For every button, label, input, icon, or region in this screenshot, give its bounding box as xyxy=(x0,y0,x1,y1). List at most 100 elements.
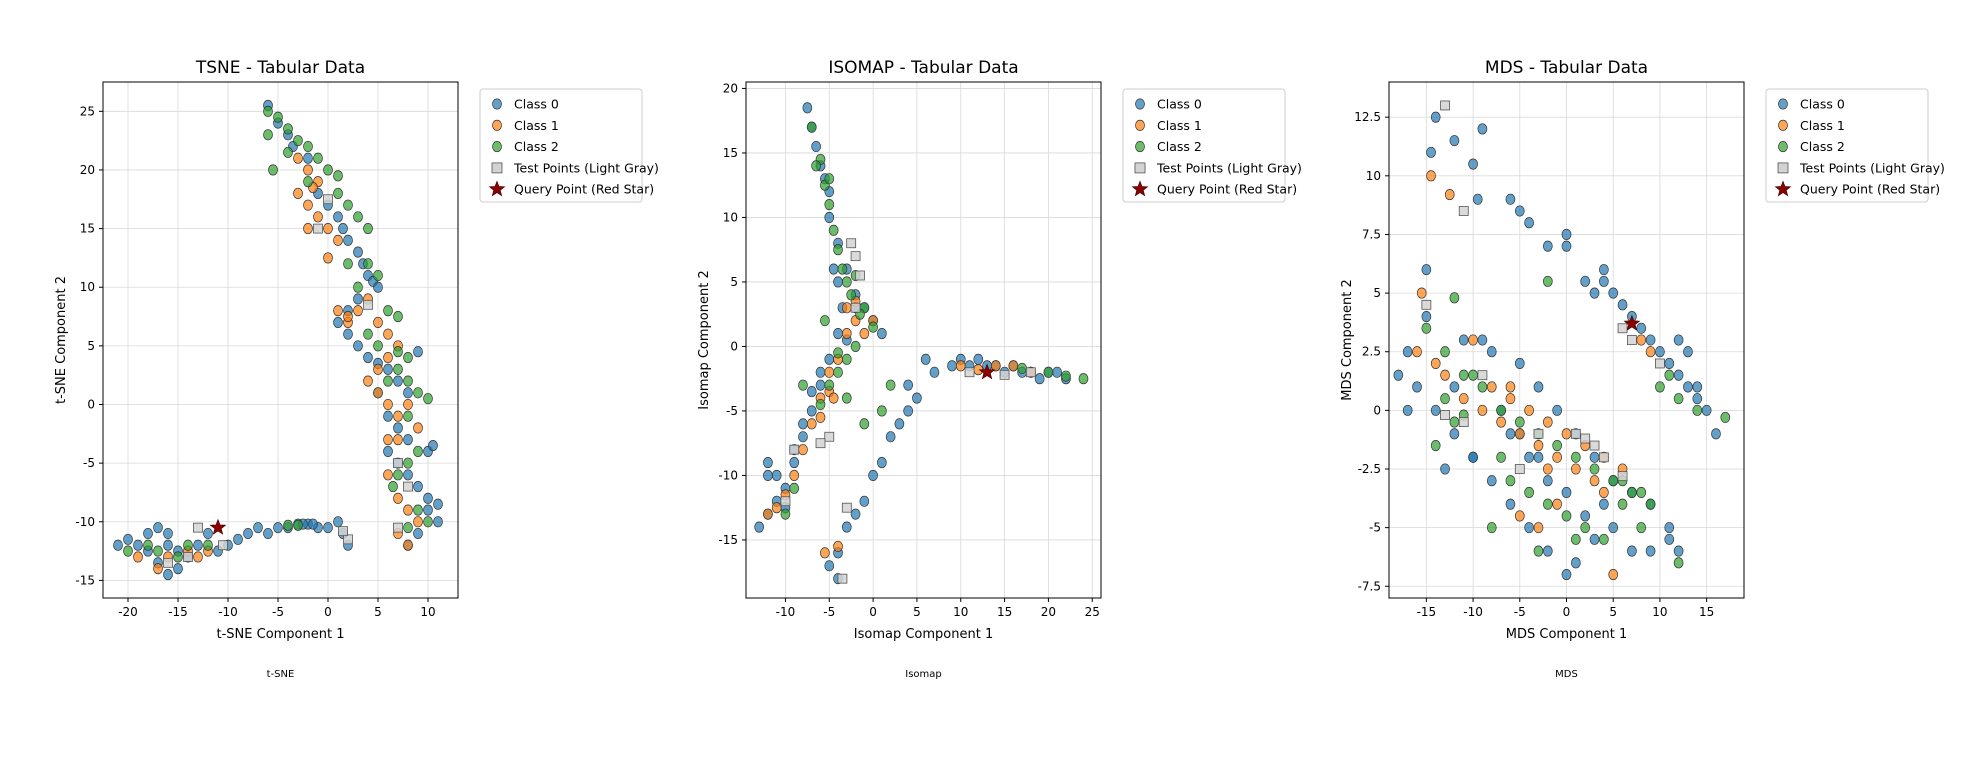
point-class-0 xyxy=(423,504,433,516)
point-class-2 xyxy=(868,321,878,333)
point-class-1 xyxy=(990,360,1001,372)
chart-caption: Isomap xyxy=(905,669,942,680)
point-class-2 xyxy=(1078,373,1089,385)
point-class-1 xyxy=(363,375,373,387)
point-class-0 xyxy=(1542,475,1553,487)
point-class-0 xyxy=(338,223,348,235)
legend-label: Query Point (Red Star) xyxy=(1800,182,1940,197)
x-tick-label: -10 xyxy=(218,605,238,619)
point-class-0 xyxy=(1580,510,1591,522)
y-tick-label: -15 xyxy=(75,573,95,587)
point-class-1 xyxy=(820,547,830,559)
point-class-2 xyxy=(383,375,393,387)
legend-label: Test Points (Light Gray) xyxy=(1156,160,1302,175)
point-class-2 xyxy=(850,340,861,352)
point-class-0 xyxy=(811,140,821,153)
point-class-1 xyxy=(313,211,323,223)
point-class-2 xyxy=(1673,557,1684,569)
y-tick-label: 5 xyxy=(87,339,95,353)
point-class-0 xyxy=(433,498,443,510)
point-class-2 xyxy=(363,328,373,340)
point-class-0 xyxy=(343,234,353,246)
y-tick-label: -7.5 xyxy=(1358,579,1381,593)
point-class-1 xyxy=(333,305,343,317)
point-class-1 xyxy=(833,540,843,552)
x-tick-label: 10 xyxy=(420,605,435,619)
y-tick-label: 7.5 xyxy=(1362,227,1381,241)
point-class-0 xyxy=(343,328,353,340)
point-class-1 xyxy=(763,508,773,520)
point-class-0 xyxy=(1589,287,1600,299)
point-class-1 xyxy=(1533,522,1544,534)
legend-marker-star xyxy=(1131,180,1149,197)
legend-marker-circle xyxy=(492,119,502,131)
test-point xyxy=(163,557,173,568)
point-class-0 xyxy=(1458,334,1469,346)
point-class-2 xyxy=(789,482,800,494)
test-point xyxy=(1617,471,1628,481)
y-tick-label: 5 xyxy=(1373,286,1381,300)
test-point xyxy=(1458,206,1469,216)
legend-label: Query Point (Red Star) xyxy=(1157,182,1297,197)
point-class-2 xyxy=(806,121,817,133)
point-class-0 xyxy=(1477,334,1488,346)
point-class-0 xyxy=(815,379,826,391)
point-class-0 xyxy=(383,410,393,422)
point-class-1 xyxy=(1533,439,1544,452)
point-class-0 xyxy=(273,522,283,534)
test-point xyxy=(1514,464,1525,474)
x-axis-label: t-SNE Component 1 xyxy=(217,627,345,642)
test-point xyxy=(183,552,193,562)
point-class-2 xyxy=(1570,451,1581,463)
point-class-1 xyxy=(413,422,423,434)
point-class-2 xyxy=(1449,416,1460,428)
point-class-2 xyxy=(824,199,835,211)
point-class-0 xyxy=(859,495,870,507)
point-class-0 xyxy=(403,469,413,481)
point-class-1 xyxy=(153,563,163,575)
point-class-2 xyxy=(363,258,373,270)
point-class-1 xyxy=(393,492,403,504)
point-class-0 xyxy=(353,293,363,305)
legend-label: Class 2 xyxy=(1157,139,1202,154)
y-tick-label: 10 xyxy=(1366,169,1381,183)
point-class-0 xyxy=(143,527,153,540)
point-class-2 xyxy=(403,352,413,364)
point-class-2 xyxy=(303,176,313,188)
y-tick-label: 0 xyxy=(87,398,95,412)
point-class-1 xyxy=(1636,334,1647,346)
point-class-2 xyxy=(403,522,413,534)
point-class-2 xyxy=(1458,369,1469,381)
y-tick-label: 20 xyxy=(80,163,95,177)
point-class-1 xyxy=(1561,428,1572,440)
point-class-0 xyxy=(885,431,896,443)
point-class-0 xyxy=(798,418,808,430)
point-class-0 xyxy=(754,521,764,533)
point-class-0 xyxy=(353,246,363,258)
scatter-points xyxy=(113,99,443,581)
point-class-2 xyxy=(1655,381,1665,393)
point-class-0 xyxy=(153,522,163,534)
point-class-0 xyxy=(243,527,253,540)
point-class-0 xyxy=(1701,404,1712,416)
y-tick-label: 15 xyxy=(80,222,95,236)
point-class-2 xyxy=(393,310,403,323)
point-class-0 xyxy=(403,387,413,399)
chart-title: TSNE - Tabular Data xyxy=(195,58,365,78)
point-class-0 xyxy=(1589,451,1600,463)
point-class-0 xyxy=(1430,111,1441,123)
point-class-1 xyxy=(393,434,403,446)
point-class-0 xyxy=(1561,228,1572,241)
point-class-0 xyxy=(1505,193,1516,205)
point-class-2 xyxy=(293,135,303,147)
point-class-0 xyxy=(393,375,403,387)
legend-label: Class 0 xyxy=(1800,97,1845,112)
point-class-0 xyxy=(1468,158,1478,170)
point-class-1 xyxy=(1599,486,1609,499)
point-class-0 xyxy=(815,366,826,378)
point-class-0 xyxy=(1393,369,1404,381)
point-class-1 xyxy=(1524,404,1534,416)
point-class-0 xyxy=(1477,123,1488,135)
point-class-2 xyxy=(1673,393,1684,405)
legend-marker-circle xyxy=(1135,119,1145,131)
